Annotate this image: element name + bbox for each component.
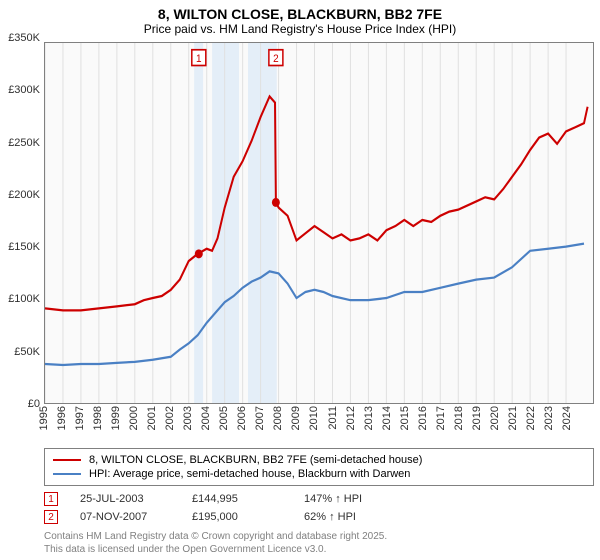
x-tick-label: 2012 <box>345 406 357 430</box>
price-marker-label-2: 2 <box>273 53 279 66</box>
x-tick-label: 1996 <box>56 406 68 430</box>
footer-attribution: Contains HM Land Registry data © Crown c… <box>44 530 594 556</box>
x-tick-label: 2005 <box>218 406 230 430</box>
x-tick-label: 2004 <box>200 406 212 430</box>
chart-subtitle: Price paid vs. HM Land Registry's House … <box>0 22 600 36</box>
annotations-table: 1 25-JUL-2003 £144,995 147% ↑ HPI 2 07-NOV-20… <box>44 490 594 526</box>
chart-container: 8, WILTON CLOSE, BLACKBURN, BB2 7FE Pric… <box>0 0 600 560</box>
x-tick-label: 2021 <box>507 406 519 430</box>
annotation-row: 2 07-NOV-2007 £195,000 62% ↑ HPI <box>44 508 594 526</box>
x-axis: 1995199619971998199920002001200220032004… <box>44 404 594 444</box>
x-tick-label: 2018 <box>453 406 465 430</box>
annotation-price: £195,000 <box>192 511 282 523</box>
plot-svg: 12 <box>45 43 593 403</box>
x-tick-label: 2002 <box>164 406 176 430</box>
price-marker-dot-2 <box>272 198 280 207</box>
annotation-date: 07-NOV-2007 <box>80 511 170 523</box>
x-tick-label: 2024 <box>561 406 573 430</box>
annotation-price: £144,995 <box>192 493 282 505</box>
x-tick-label: 2003 <box>182 406 194 430</box>
x-tick-label: 2023 <box>543 406 555 430</box>
footer-line-2: This data is licensed under the Open Gov… <box>44 543 594 556</box>
y-tick-label: £100K <box>8 293 40 305</box>
x-tick-label: 2020 <box>489 406 501 430</box>
legend-label: 8, WILTON CLOSE, BLACKBURN, BB2 7FE (sem… <box>89 454 422 466</box>
title-block: 8, WILTON CLOSE, BLACKBURN, BB2 7FE Pric… <box>0 0 600 38</box>
price-marker-dot-1 <box>195 249 203 258</box>
x-tick-label: 2006 <box>236 406 248 430</box>
x-tick-label: 2019 <box>471 406 483 430</box>
x-tick-label: 1995 <box>38 406 50 430</box>
y-tick-label: £300K <box>8 84 40 96</box>
legend-row: HPI: Average price, semi-detached house,… <box>53 467 585 481</box>
x-tick-label: 2017 <box>435 406 447 430</box>
legend-swatch <box>53 473 81 475</box>
x-tick-label: 2014 <box>381 406 393 430</box>
x-tick-label: 2011 <box>327 406 339 430</box>
y-tick-label: £200K <box>8 189 40 201</box>
legend: 8, WILTON CLOSE, BLACKBURN, BB2 7FE (sem… <box>44 448 594 486</box>
x-tick-label: 2007 <box>254 406 266 430</box>
annotation-delta: 62% ↑ HPI <box>304 511 394 523</box>
x-tick-label: 2008 <box>272 406 284 430</box>
annotation-index-box: 2 <box>44 510 58 524</box>
x-tick-label: 1997 <box>74 406 86 430</box>
x-tick-label: 2016 <box>417 406 429 430</box>
x-tick-label: 2013 <box>363 406 375 430</box>
x-tick-label: 2015 <box>399 406 411 430</box>
x-tick-label: 2000 <box>128 406 140 430</box>
y-tick-label: £250K <box>8 137 40 149</box>
x-tick-label: 2022 <box>525 406 537 430</box>
annotation-index-box: 1 <box>44 492 58 506</box>
annotation-date: 25-JUL-2003 <box>80 493 170 505</box>
y-axis: £0£50K£100K£150K£200K£250K£300K£350K <box>0 38 44 404</box>
y-tick-label: £50K <box>14 346 40 358</box>
x-tick-label: 2001 <box>146 406 158 430</box>
x-tick-label: 2009 <box>290 406 302 430</box>
price-marker-label-1: 1 <box>196 53 202 66</box>
footer-line-1: Contains HM Land Registry data © Crown c… <box>44 530 594 543</box>
legend-row: 8, WILTON CLOSE, BLACKBURN, BB2 7FE (sem… <box>53 453 585 467</box>
x-tick-label: 1998 <box>92 406 104 430</box>
annotation-row: 1 25-JUL-2003 £144,995 147% ↑ HPI <box>44 490 594 508</box>
annotation-delta: 147% ↑ HPI <box>304 493 394 505</box>
chart-title-address: 8, WILTON CLOSE, BLACKBURN, BB2 7FE <box>0 6 600 22</box>
legend-label: HPI: Average price, semi-detached house,… <box>89 468 410 480</box>
y-tick-label: £150K <box>8 241 40 253</box>
x-tick-label: 2010 <box>308 406 320 430</box>
x-tick-label: 1999 <box>110 406 122 430</box>
legend-swatch <box>53 459 81 461</box>
series-line-1 <box>45 96 588 310</box>
plot-area: 12 <box>44 42 594 404</box>
